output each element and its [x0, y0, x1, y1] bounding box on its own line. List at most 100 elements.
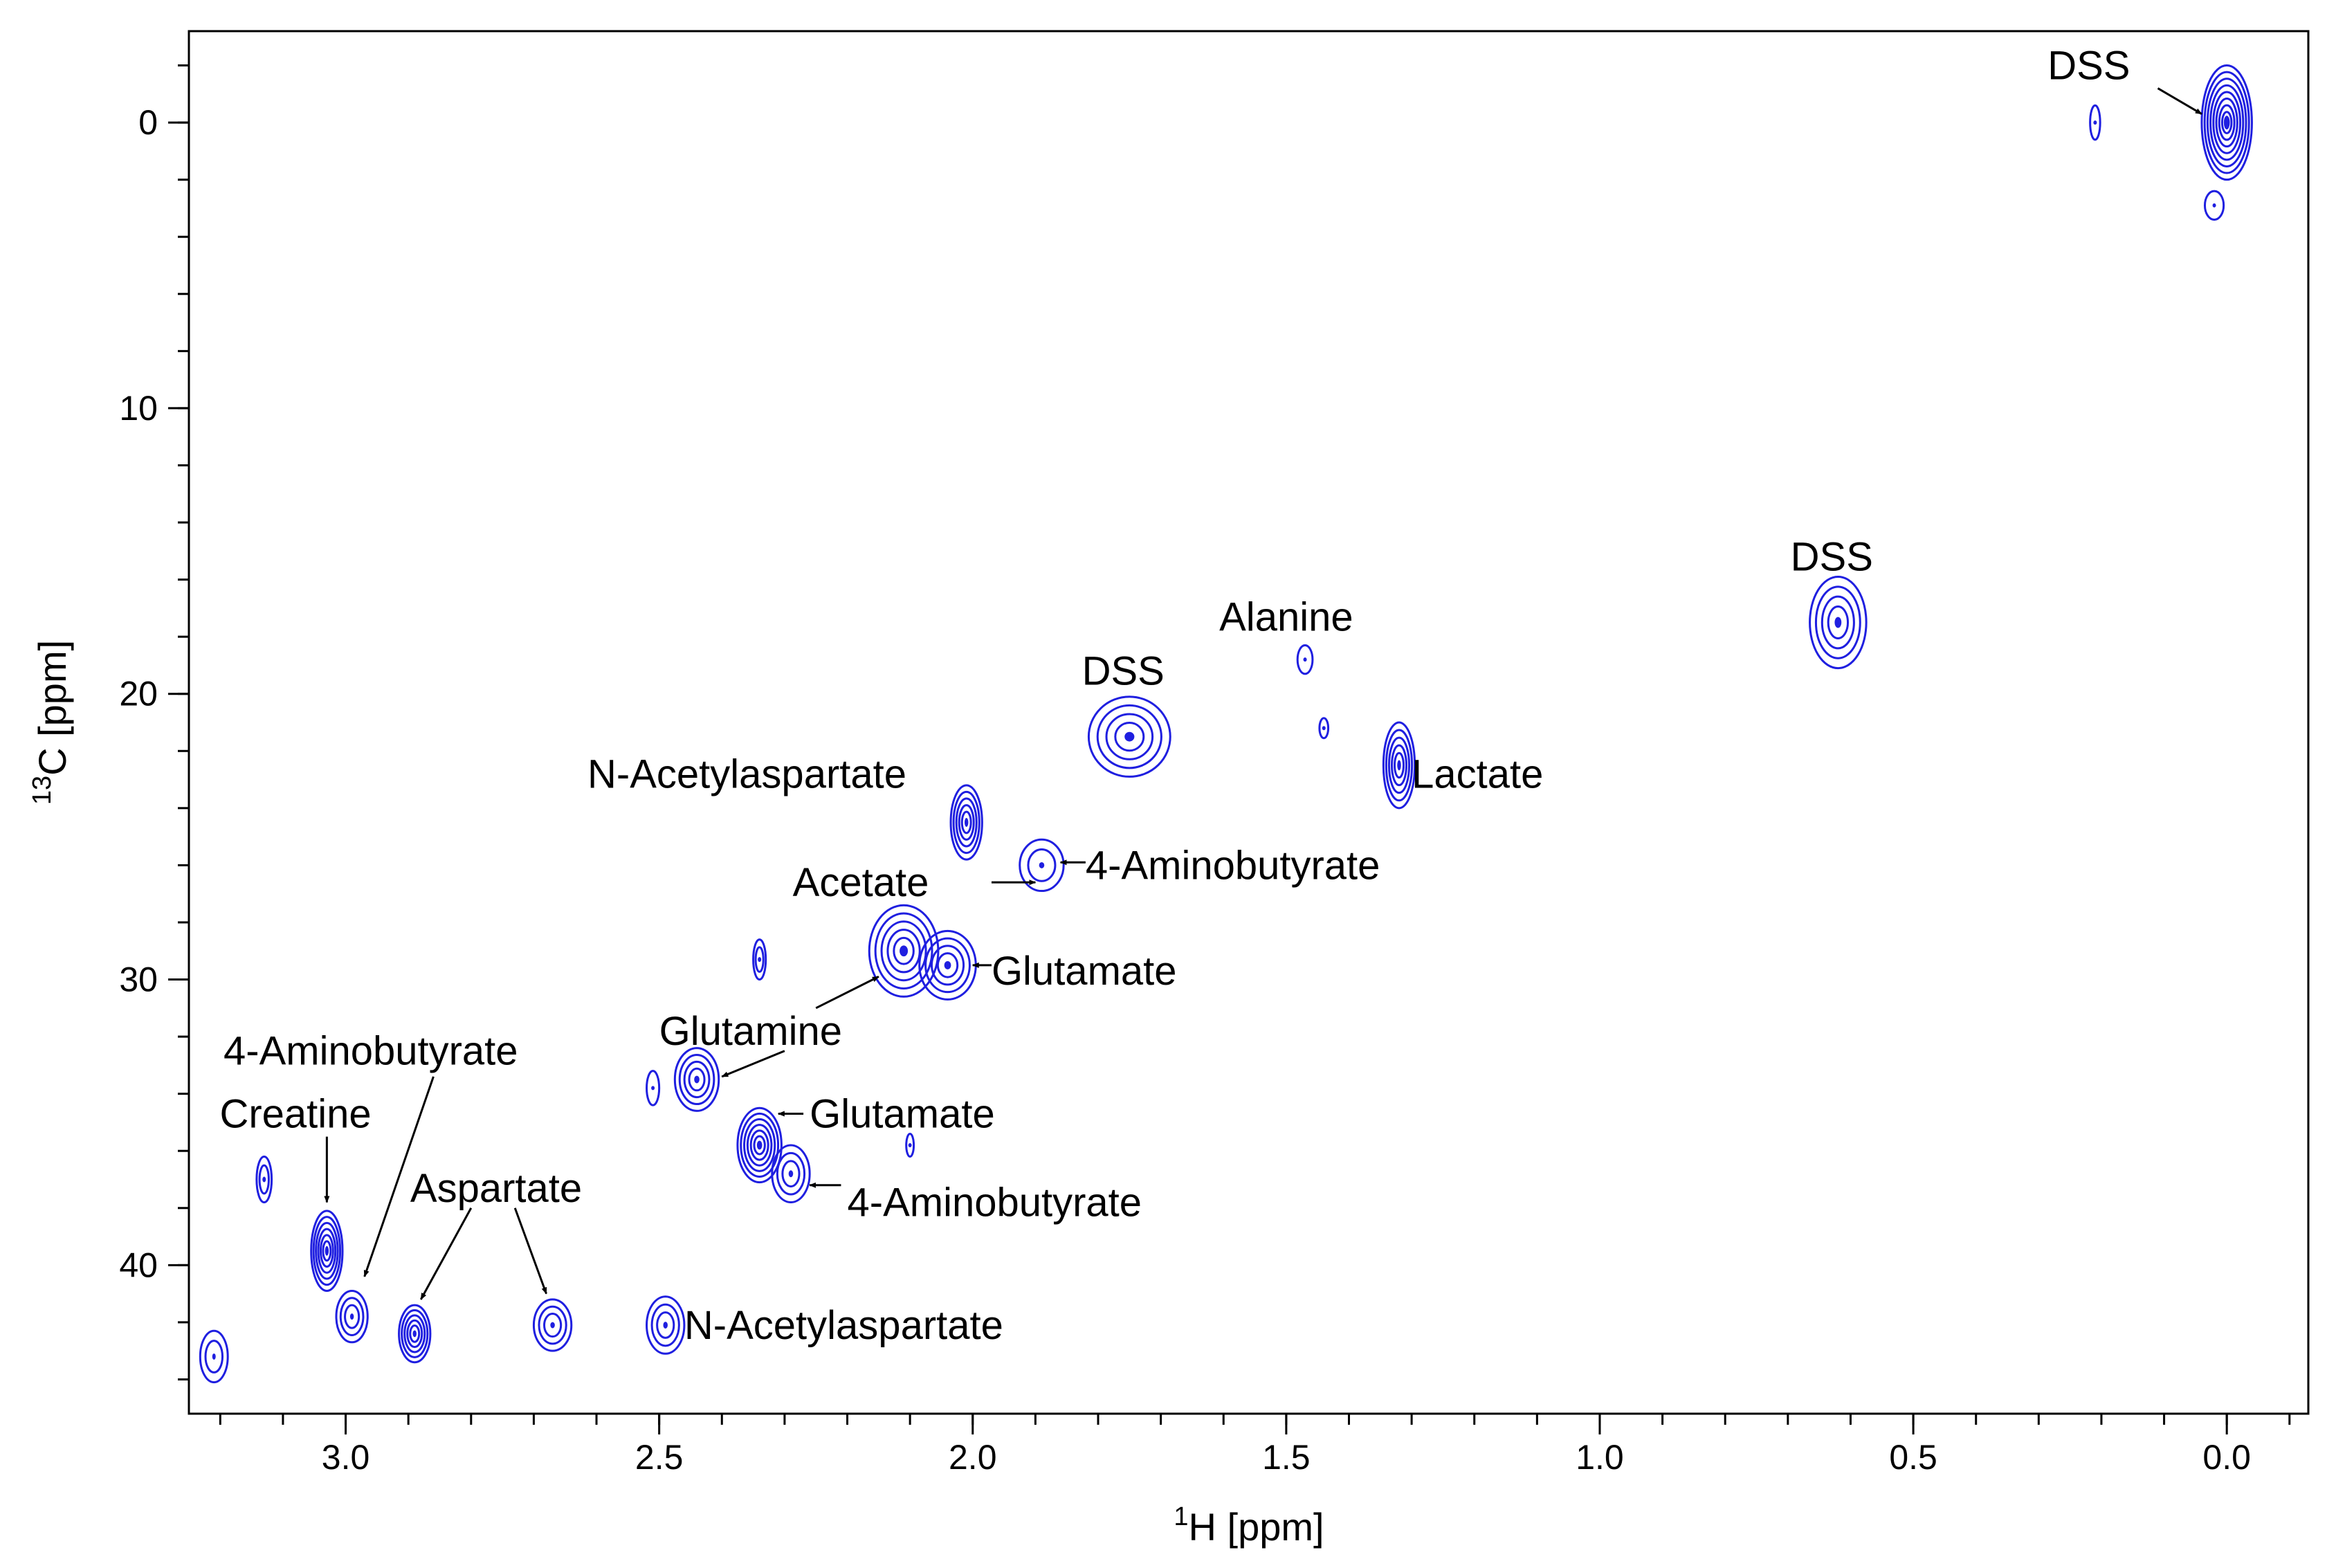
peak-contour: [646, 1070, 661, 1106]
peak-center: [412, 1330, 417, 1338]
contour-level: [2220, 111, 2233, 134]
peak-contour: [752, 938, 767, 981]
peak-contour: [868, 904, 940, 998]
contour-level: [650, 1303, 680, 1347]
peak-contour: [2089, 104, 2101, 141]
x-axis-title: 1H [ppm]: [1174, 1502, 1324, 1549]
annotation-arrow: [2157, 87, 2202, 116]
peak-center: [1322, 726, 1326, 731]
contour-level: [893, 936, 915, 965]
peak-contour: [1296, 644, 1314, 675]
y-tick-label: 40: [119, 1246, 158, 1284]
contour-level: [532, 1298, 573, 1352]
peak-label: 4-Aminobutyrate: [223, 1029, 518, 1074]
contour-level: [749, 1129, 769, 1161]
plot-frame: [188, 30, 2310, 1415]
contour-level: [1814, 585, 1861, 659]
annotation-arrow: [815, 976, 879, 1010]
peak-contour: [398, 1304, 432, 1364]
contour-level: [1027, 848, 1057, 882]
peak-center: [651, 1086, 655, 1091]
contour-level: [401, 1309, 429, 1358]
y-tick-label: 30: [119, 960, 158, 999]
contour-level: [319, 1234, 334, 1268]
peak-center: [262, 1176, 266, 1183]
peak-center: [349, 1313, 354, 1320]
contour-level: [1087, 695, 1171, 778]
y-tick-label: 10: [119, 389, 158, 428]
peak-label: N-Acetylaspartate: [587, 751, 906, 796]
contour-level: [743, 1118, 776, 1172]
contour-level: [746, 1124, 773, 1167]
peak-label: Acetate: [793, 860, 929, 905]
contour-level: [310, 1210, 344, 1292]
contour-level: [2218, 104, 2236, 141]
peak-contour: [918, 929, 977, 1001]
contour-level: [673, 1047, 720, 1112]
contour-level: [1394, 751, 1405, 779]
contour-level: [204, 1340, 224, 1374]
x-tick-label: 3.0: [322, 1438, 370, 1477]
peak-center: [325, 1246, 329, 1256]
contour-level: [1019, 838, 1065, 893]
peak-center: [1834, 617, 1842, 628]
contour-level: [949, 784, 983, 861]
contour-level: [886, 929, 921, 974]
annotation-arrow: [721, 1050, 785, 1078]
x-tick-label: 2.0: [949, 1438, 997, 1477]
peak-contour: [949, 784, 983, 861]
contour-level: [905, 1132, 915, 1158]
peak-label: Aspartate: [410, 1166, 582, 1211]
peak-label: N-Acetylaspartate: [684, 1303, 1003, 1348]
peak-contour: [905, 1132, 915, 1158]
contour-level: [312, 1216, 342, 1286]
contour-level: [1390, 744, 1408, 787]
contour-level: [1387, 736, 1411, 794]
peak-center: [964, 818, 969, 827]
annotation-arrow: [363, 1076, 435, 1277]
contour-level: [683, 1060, 711, 1099]
contour-level: [2200, 64, 2253, 181]
peak-center: [908, 1142, 912, 1147]
peak-contour: [673, 1047, 720, 1112]
contour-level: [1096, 704, 1162, 769]
contour-level: [1296, 644, 1314, 675]
contour-level: [406, 1319, 423, 1349]
peak-contour: [2203, 190, 2225, 221]
contour-level: [1382, 721, 1416, 810]
peak-center: [758, 957, 762, 963]
contour-level: [776, 1151, 806, 1196]
peak-center: [663, 1322, 668, 1329]
peak-center: [2223, 116, 2230, 130]
peak-contour: [736, 1106, 783, 1184]
contour-level: [258, 1164, 270, 1195]
contour-level: [2215, 98, 2238, 148]
contour-level: [781, 1160, 801, 1188]
contour-level: [752, 938, 767, 981]
contour-level: [1114, 722, 1145, 752]
peak-center: [694, 1075, 700, 1084]
peak-center: [550, 1322, 555, 1329]
peak-center: [900, 945, 909, 957]
peak-center: [1124, 731, 1135, 742]
contour-level: [409, 1324, 421, 1343]
peak-contour: [532, 1298, 573, 1352]
contour-level: [398, 1304, 432, 1364]
peak-contour: [1019, 838, 1065, 893]
peak-label: Glutamate: [992, 949, 1177, 994]
x-axis: 3.0 2.5 2.0 1.5 1.0 0.5 0.0: [219, 1414, 2291, 1477]
contour-level: [754, 946, 765, 973]
contour-level: [955, 797, 978, 848]
peak-contour: [310, 1210, 344, 1292]
x-tick-label: 1.0: [1576, 1438, 1624, 1477]
peak-contour: [199, 1329, 229, 1384]
peak-label: DSS: [1791, 535, 1873, 580]
x-tick-label: 0.5: [1889, 1438, 1937, 1477]
contour-level: [736, 1106, 783, 1184]
contour-level: [335, 1289, 369, 1344]
contour-level: [2089, 104, 2101, 141]
contour-level: [2209, 84, 2245, 161]
contour-level: [678, 1053, 715, 1106]
contour-level: [255, 1155, 273, 1204]
contour-level: [344, 1304, 361, 1329]
